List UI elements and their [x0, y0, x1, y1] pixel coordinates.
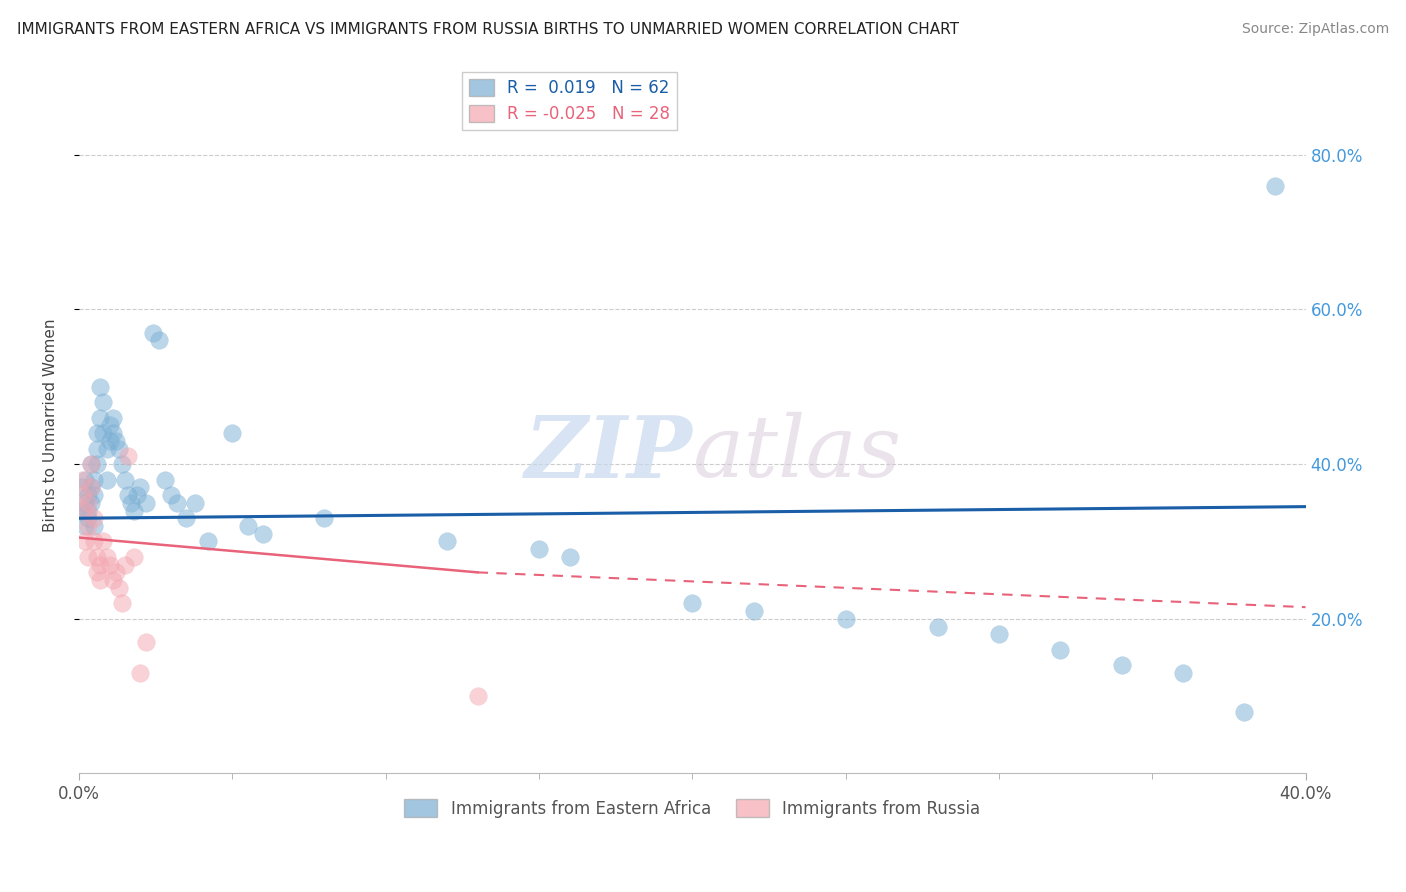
- Point: [467, 689, 489, 703]
- Point: [111, 596, 134, 610]
- Point: [141, 326, 163, 340]
- Point: [89, 558, 111, 572]
- Point: [681, 596, 703, 610]
- Text: ZIP: ZIP: [524, 411, 692, 495]
- Point: [104, 434, 127, 448]
- Legend: Immigrants from Eastern Africa, Immigrants from Russia: Immigrants from Eastern Africa, Immigran…: [398, 793, 987, 824]
- Point: [108, 442, 131, 456]
- Point: [1049, 642, 1071, 657]
- Point: [80, 457, 103, 471]
- Point: [96, 442, 118, 456]
- Text: IMMIGRANTS FROM EASTERN AFRICA VS IMMIGRANTS FROM RUSSIA BIRTHS TO UNMARRIED WOM: IMMIGRANTS FROM EASTERN AFRICA VS IMMIGR…: [17, 22, 959, 37]
- Point: [86, 442, 108, 456]
- Point: [117, 488, 139, 502]
- Point: [93, 426, 115, 441]
- Y-axis label: Births to Unmarried Women: Births to Unmarried Women: [44, 318, 58, 533]
- Point: [75, 496, 97, 510]
- Point: [75, 473, 97, 487]
- Point: [93, 534, 115, 549]
- Point: [558, 549, 581, 564]
- Point: [129, 665, 152, 680]
- Point: [742, 604, 765, 618]
- Point: [77, 488, 100, 502]
- Point: [135, 635, 157, 649]
- Point: [101, 410, 124, 425]
- Point: [70, 473, 93, 487]
- Point: [83, 511, 105, 525]
- Point: [77, 503, 100, 517]
- Point: [83, 519, 105, 533]
- Point: [77, 519, 100, 533]
- Point: [117, 450, 139, 464]
- Point: [80, 480, 103, 494]
- Point: [1111, 658, 1133, 673]
- Point: [114, 558, 136, 572]
- Point: [1171, 665, 1194, 680]
- Point: [80, 457, 103, 471]
- Point: [80, 480, 103, 494]
- Point: [80, 496, 103, 510]
- Point: [314, 511, 336, 525]
- Point: [127, 488, 149, 502]
- Point: [70, 488, 93, 502]
- Text: atlas: atlas: [692, 412, 901, 494]
- Point: [108, 581, 131, 595]
- Point: [70, 480, 93, 494]
- Point: [86, 457, 108, 471]
- Point: [120, 496, 142, 510]
- Point: [96, 549, 118, 564]
- Point: [89, 573, 111, 587]
- Point: [70, 503, 93, 517]
- Point: [104, 566, 127, 580]
- Point: [166, 496, 188, 510]
- Point: [135, 496, 157, 510]
- Point: [197, 534, 219, 549]
- Point: [111, 457, 134, 471]
- Point: [77, 549, 100, 564]
- Point: [122, 503, 145, 517]
- Point: [927, 619, 949, 633]
- Point: [160, 488, 183, 502]
- Point: [96, 473, 118, 487]
- Point: [98, 558, 121, 572]
- Point: [1233, 705, 1256, 719]
- Point: [98, 418, 121, 433]
- Point: [83, 488, 105, 502]
- Point: [89, 380, 111, 394]
- Point: [75, 503, 97, 517]
- Point: [77, 511, 100, 525]
- Point: [987, 627, 1010, 641]
- Point: [83, 473, 105, 487]
- Point: [89, 410, 111, 425]
- Text: Source: ZipAtlas.com: Source: ZipAtlas.com: [1241, 22, 1389, 37]
- Point: [527, 542, 550, 557]
- Point: [184, 496, 207, 510]
- Point: [834, 612, 856, 626]
- Point: [148, 334, 170, 348]
- Point: [236, 519, 259, 533]
- Point: [86, 549, 108, 564]
- Point: [93, 395, 115, 409]
- Point: [129, 480, 152, 494]
- Point: [252, 526, 274, 541]
- Point: [221, 426, 243, 441]
- Point: [75, 519, 97, 533]
- Point: [86, 426, 108, 441]
- Point: [153, 473, 176, 487]
- Point: [86, 566, 108, 580]
- Point: [1264, 178, 1286, 193]
- Point: [174, 511, 197, 525]
- Point: [77, 496, 100, 510]
- Point: [101, 426, 124, 441]
- Point: [75, 534, 97, 549]
- Point: [101, 573, 124, 587]
- Point: [114, 473, 136, 487]
- Point: [436, 534, 458, 549]
- Point: [98, 434, 121, 448]
- Point: [122, 549, 145, 564]
- Point: [83, 534, 105, 549]
